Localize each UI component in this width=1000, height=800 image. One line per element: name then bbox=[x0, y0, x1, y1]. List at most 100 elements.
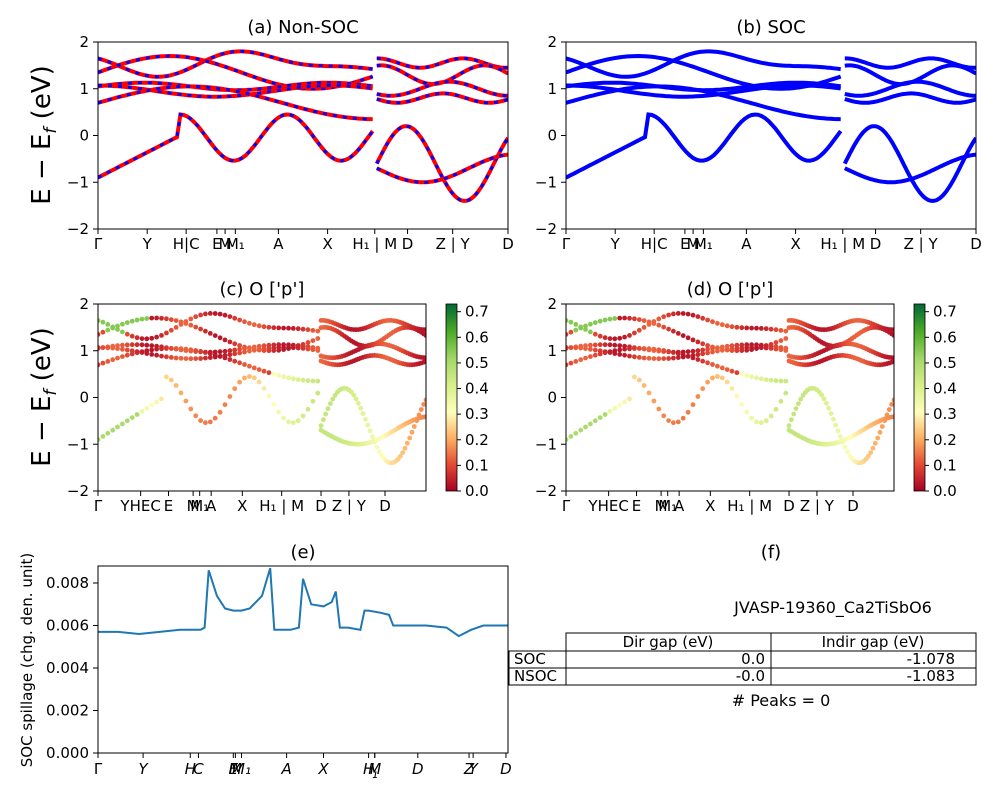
y-tick-label: 1 bbox=[79, 342, 89, 360]
projected-point bbox=[247, 363, 252, 369]
projected-point bbox=[318, 423, 324, 428]
panel-d-frame bbox=[565, 303, 895, 492]
projected-point bbox=[656, 347, 662, 353]
projected-point bbox=[588, 321, 593, 327]
projected-point bbox=[409, 429, 415, 435]
projected-point bbox=[418, 407, 424, 412]
projected-point bbox=[773, 340, 779, 345]
x-tick-label: Γ bbox=[562, 497, 571, 515]
svg-text:E − Ef (eV): E − Ef (eV) bbox=[27, 327, 61, 467]
projected-point bbox=[164, 316, 169, 322]
projected-point bbox=[578, 357, 584, 363]
projected-point bbox=[612, 348, 618, 353]
x-tick-label: Γ bbox=[94, 235, 103, 253]
projected-point bbox=[188, 316, 194, 322]
projected-point bbox=[237, 350, 243, 356]
projected-point bbox=[783, 378, 789, 384]
x-tick-label: A bbox=[273, 235, 284, 253]
projected-point bbox=[159, 333, 164, 338]
projected-point bbox=[568, 360, 574, 366]
table-row-nsoc-dir: -0.0 bbox=[736, 667, 765, 685]
projected-point bbox=[661, 348, 667, 353]
projected-point bbox=[242, 362, 247, 367]
projected-point bbox=[680, 352, 686, 358]
panel-a-y-axis-label: E − Ef (eV) bbox=[27, 65, 61, 205]
projected-point bbox=[315, 348, 321, 353]
projected-point bbox=[739, 402, 745, 407]
soc-band-5 bbox=[566, 112, 843, 180]
projected-point bbox=[281, 374, 286, 380]
colorbar-tick-label: 0.1 bbox=[465, 456, 489, 474]
projected-point bbox=[110, 357, 116, 363]
projected-point bbox=[715, 320, 720, 326]
projected-point bbox=[690, 402, 696, 408]
projected-point bbox=[724, 323, 730, 329]
projected-point bbox=[281, 415, 286, 421]
table-row-soc-dir: 0.0 bbox=[741, 650, 765, 668]
projected-point bbox=[566, 318, 569, 323]
projected-point bbox=[685, 311, 691, 317]
y-tick-label: 2 bbox=[547, 33, 557, 51]
colorbar-tick-label: 0.5 bbox=[933, 354, 957, 372]
projected-point bbox=[622, 334, 627, 340]
projected-point bbox=[627, 315, 632, 321]
projected-point bbox=[232, 341, 238, 347]
x-tick-label: A bbox=[280, 760, 291, 778]
projected-point bbox=[124, 418, 130, 424]
projected-point bbox=[159, 353, 164, 359]
y-tick-label: −1 bbox=[67, 173, 89, 191]
projected-point bbox=[164, 354, 169, 360]
projected-point bbox=[217, 311, 223, 317]
projected-point bbox=[261, 368, 267, 374]
colorbar-tick-label: 0.3 bbox=[465, 405, 489, 423]
projected-point bbox=[719, 347, 725, 353]
ylabel-main-c: E − E bbox=[27, 396, 57, 467]
projected-point bbox=[321, 417, 326, 423]
projected-point bbox=[227, 348, 233, 354]
soc-band-9 bbox=[844, 91, 976, 105]
x-tick-label: E bbox=[680, 235, 689, 253]
y-tick-label: 1 bbox=[547, 80, 557, 98]
projected-point bbox=[237, 343, 243, 348]
projected-point bbox=[695, 357, 701, 362]
projected-point bbox=[715, 345, 720, 351]
projected-point bbox=[286, 375, 291, 381]
projected-point bbox=[705, 350, 710, 356]
projected-point bbox=[826, 405, 832, 411]
colorbar-tick-label: 0.3 bbox=[933, 405, 957, 423]
projected-point bbox=[666, 349, 671, 354]
projected-point bbox=[566, 362, 569, 368]
projected-point bbox=[295, 345, 301, 351]
x-tick-label: Z | Y bbox=[436, 235, 471, 253]
x-tick-label: ₁ bbox=[372, 764, 378, 782]
projected-point bbox=[227, 357, 233, 362]
projected-point bbox=[734, 345, 740, 351]
projected-point bbox=[188, 356, 194, 362]
projected-point bbox=[646, 390, 652, 396]
projected-point bbox=[149, 335, 155, 341]
projected-point bbox=[796, 401, 801, 406]
projected-point bbox=[154, 352, 160, 358]
projected-point bbox=[261, 386, 267, 391]
projected-point bbox=[242, 349, 247, 355]
panel-c-colorbar-ticks: 0.0 0.1 0.2 0.3 0.4 0.5 0.6 0.7 bbox=[457, 303, 489, 500]
panel-f: (f) JVASP-19360_Ca2TiSbO6 Dir gap (eV) I… bbox=[508, 542, 977, 710]
x-tick-label: Y bbox=[139, 760, 150, 778]
projected-point bbox=[300, 377, 306, 383]
projected-point bbox=[627, 346, 632, 352]
projected-point bbox=[421, 402, 426, 407]
x-tick-label: D bbox=[402, 235, 414, 253]
projected-point bbox=[363, 416, 368, 422]
projected-point bbox=[154, 346, 160, 352]
y-tick-label: −2 bbox=[67, 220, 89, 238]
projected-point bbox=[315, 378, 321, 384]
projected-point bbox=[168, 355, 174, 360]
projected-point bbox=[365, 422, 371, 428]
projected-point bbox=[124, 352, 130, 358]
x-tick-label: D bbox=[315, 497, 327, 515]
projected-point bbox=[612, 405, 618, 411]
projected-point bbox=[198, 418, 204, 423]
projected-point bbox=[286, 419, 291, 425]
projected-point bbox=[203, 328, 208, 334]
projected-point bbox=[115, 346, 120, 351]
